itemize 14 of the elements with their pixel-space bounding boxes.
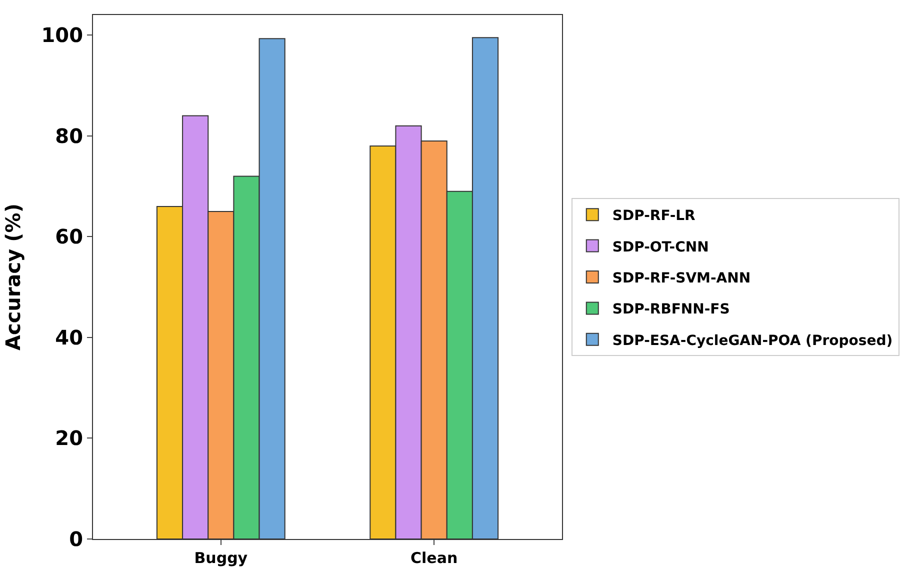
- legend-label: SDP-RF-SVM-ANN: [612, 270, 751, 286]
- x-tick-label: Buggy: [194, 549, 248, 567]
- legend-label: SDP-RF-LR: [612, 208, 696, 224]
- x-tick-label: Clean: [410, 549, 458, 567]
- y-tick-label: 80: [55, 124, 83, 148]
- y-axis-title: Accuracy (%): [0, 204, 25, 350]
- legend-label: SDP-RBFNN-FS: [612, 302, 730, 318]
- legend-label: SDP-ESA-CycleGAN-POA (Proposed): [612, 332, 893, 349]
- y-tick-label: 100: [41, 23, 83, 48]
- y-tick-label: 20: [55, 426, 83, 450]
- legend-label: SDP-OT-CNN: [612, 239, 709, 256]
- y-tick-label: 0: [69, 527, 83, 551]
- y-tick-label: 60: [55, 224, 83, 249]
- y-tick-label: 40: [55, 325, 83, 350]
